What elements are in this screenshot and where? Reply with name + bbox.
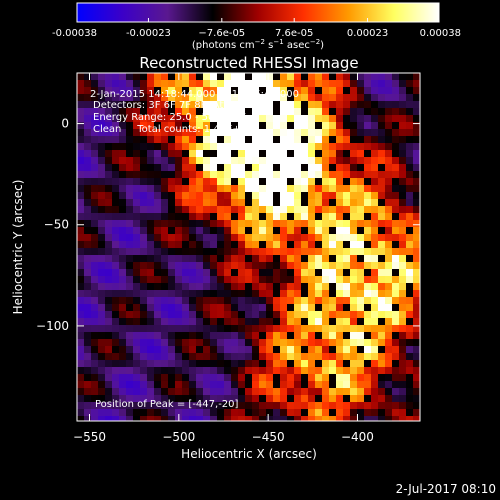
axis-ticks: −550 −500 −450 −400−100−500: [36, 73, 420, 444]
x-tick-label: −500: [162, 430, 195, 444]
colorbar-tick-label: -0.00023: [126, 28, 171, 39]
x-tick-label: −450: [252, 430, 285, 444]
colorbar: [77, 3, 439, 22]
heatmap-image: [77, 73, 420, 421]
colorbar-tick-label: 0.00038: [420, 28, 461, 39]
y-axis-label: Heliocentric Y (arcsec): [11, 180, 25, 315]
annotation-method: Clean Total counts: 1.42E+04: [93, 124, 253, 135]
y-tick-label: −50: [44, 218, 69, 232]
colorbar-tick-label: 7.6e-05: [275, 28, 313, 39]
colorbar-tick-label: 0.00023: [347, 28, 388, 39]
colorbar-units: (photons cm−2 s−1 asec−2): [192, 38, 324, 51]
annotation-detectors: Detectors: 3F 6F 7F 8F, Att 0: [93, 100, 237, 111]
annotation-time-range: 2-Jan-2015 14:18:44.000 to 14:26:44.000: [90, 89, 299, 100]
colorbar-frame: [76, 2, 440, 23]
colorbar-tick-label: -0.00038: [52, 28, 97, 39]
annotation-peak: Position of Peak = [-447,-20]: [95, 399, 239, 410]
colorbar-tick-label: −7.6e-05: [198, 28, 245, 39]
footer-timestamp: 2-Jul-2017 08:10: [396, 482, 496, 496]
colorbar-ticks: -0.00038 -0.00023 −7.6e-05 7.6e-05 0.00023 0.…: [52, 18, 461, 39]
x-tick-label: −550: [73, 430, 106, 444]
chart-title: Reconstructed RHESSI Image: [139, 54, 358, 72]
x-axis-label: Heliocentric X (arcsec): [181, 447, 317, 461]
y-tick-label: −100: [36, 319, 69, 333]
x-tick-label: −400: [341, 430, 374, 444]
plot-frame: [76, 72, 421, 422]
annotation-energy-range: Energy Range: 25.0 - 50.0 keV: [93, 112, 246, 123]
y-tick-label: 0: [61, 117, 69, 131]
